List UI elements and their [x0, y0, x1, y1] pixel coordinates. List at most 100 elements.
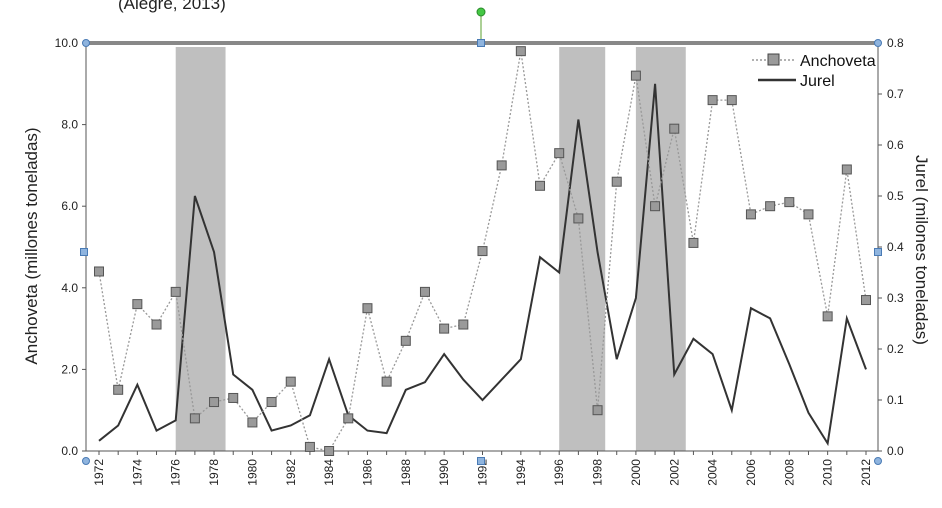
anchoveta-point	[573, 213, 584, 224]
x-axis-ticks: 1972 1974 1976 1978 1980 1982 1984 1986 1988 1990…	[92, 451, 873, 486]
anchoveta-point	[189, 413, 200, 424]
left-axis-title: Anchoveta (millones toneladas)	[22, 127, 41, 364]
x-tick-label: 1980	[245, 459, 259, 486]
x-tick-label: 1996	[552, 459, 566, 486]
anchoveta-point	[726, 95, 737, 106]
legend-anchoveta-marker	[767, 53, 780, 66]
x-tick-label: 1984	[322, 459, 336, 486]
left-tick-label: 2.0	[61, 362, 78, 376]
anchoveta-point	[822, 311, 833, 322]
left-tick-label: 10.0	[55, 36, 79, 50]
x-tick-label: 2004	[706, 459, 720, 486]
x-tick-label: 2006	[744, 459, 758, 486]
x-tick-label: 1998	[591, 459, 605, 486]
x-tick-label: 2002	[667, 459, 681, 486]
right-tick-label: 0.6	[887, 138, 904, 152]
anchoveta-point	[669, 123, 680, 134]
series-jurel	[98, 83, 867, 447]
x-tick-label: 1972	[92, 459, 106, 486]
anchoveta-point	[496, 160, 507, 171]
anchoveta-point	[94, 266, 104, 277]
anchoveta-point	[209, 397, 220, 408]
x-tick-label: 1986	[360, 459, 374, 486]
series-anchoveta	[94, 46, 871, 456]
anchoveta-point	[228, 392, 239, 403]
anchoveta-point	[400, 335, 411, 346]
anchoveta-point	[515, 46, 526, 57]
anchoveta-point	[554, 148, 565, 159]
left-tick-label: 6.0	[61, 199, 78, 213]
anchoveta-point	[535, 180, 546, 191]
corner-resize-handle[interactable]	[874, 457, 882, 465]
anchoveta-point	[592, 405, 603, 416]
right-tick-label: 0.3	[887, 291, 904, 305]
x-tick-label: 1992	[476, 459, 490, 486]
legend-anchoveta-label: Anchoveta	[800, 53, 876, 70]
shaded-period-2	[635, 47, 686, 451]
anchoveta-point	[477, 246, 488, 257]
right-tick-label: 0.7	[887, 87, 904, 101]
left-tick-label: 8.0	[61, 118, 78, 132]
anchoveta-point	[707, 95, 718, 106]
right-tick-label: 0.1	[887, 393, 904, 407]
anchoveta-point	[132, 299, 143, 310]
anchoveta-point	[688, 237, 699, 248]
right-tick-label: 0.2	[887, 342, 904, 356]
side-resize-handle[interactable]	[477, 39, 485, 47]
anchoveta-point	[439, 323, 450, 334]
x-tick-label: 1976	[169, 459, 183, 486]
anchoveta-point	[266, 397, 277, 408]
x-tick-label: 1974	[130, 459, 144, 486]
side-resize-handle[interactable]	[80, 248, 88, 256]
anchoveta-point	[784, 197, 795, 208]
rotate-handle[interactable]	[476, 7, 486, 17]
anchoveta-point	[151, 319, 162, 330]
right-axis-title: Jurel (milones toneladas)	[912, 155, 931, 345]
anchoveta-point	[650, 201, 661, 212]
corner-resize-handle[interactable]	[82, 39, 90, 47]
selection-handles[interactable]	[80, 7, 882, 465]
anchoveta-point	[362, 303, 373, 314]
x-tick-label: 2010	[821, 459, 835, 486]
anchoveta-point	[803, 209, 814, 220]
x-tick-label: 1990	[437, 459, 451, 486]
right-tick-label: 0.0	[887, 444, 904, 458]
right-tick-label: 0.4	[887, 240, 904, 254]
anchoveta-point	[611, 176, 622, 187]
jurel-line	[98, 83, 867, 447]
side-resize-handle[interactable]	[874, 248, 882, 256]
x-tick-label: 1994	[514, 459, 528, 486]
anchoveta-point	[745, 209, 756, 220]
x-tick-label: 1982	[284, 459, 298, 486]
anchoveta-point	[630, 70, 641, 81]
left-axis-ticks: 0.0 2.0 4.0 6.0 8.0 10.0	[55, 36, 86, 458]
x-tick-label: 1978	[207, 459, 221, 486]
anchoveta-point	[765, 201, 776, 212]
legend: Anchoveta Jurel	[752, 53, 876, 90]
anchoveta-point	[861, 295, 871, 306]
anchoveta-point	[247, 417, 258, 428]
side-resize-handle[interactable]	[477, 457, 485, 465]
anchoveta-point	[343, 413, 354, 424]
right-axis-ticks: 0.0 0.1 0.2 0.3 0.4 0.5 0.6 0.7 0.8	[878, 36, 904, 458]
shaded-periods	[175, 47, 686, 451]
left-tick-label: 4.0	[61, 281, 78, 295]
anchoveta-point	[381, 376, 392, 387]
x-tick-label: 2008	[782, 459, 796, 486]
shaded-period-1	[559, 47, 606, 451]
anchoveta-point	[285, 376, 296, 387]
anchoveta-point	[113, 384, 124, 395]
anchoveta-point	[841, 164, 852, 175]
anchoveta-point	[304, 441, 315, 452]
corner-resize-handle[interactable]	[874, 39, 882, 47]
shaded-period-0	[175, 47, 226, 451]
figure-caption: (Alegre, 2013)	[118, 0, 226, 13]
right-tick-label: 0.5	[887, 189, 904, 203]
corner-resize-handle[interactable]	[82, 457, 90, 465]
left-tick-label: 0.0	[61, 444, 78, 458]
x-tick-label: 2012	[859, 459, 873, 486]
x-tick-label: 2000	[629, 459, 643, 486]
legend-jurel-label: Jurel	[800, 73, 835, 90]
anchoveta-point	[458, 319, 469, 330]
